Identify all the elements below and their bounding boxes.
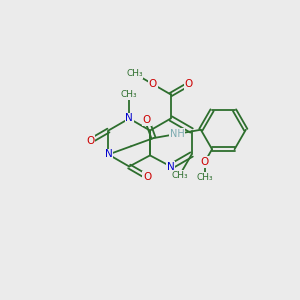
Text: O: O [200, 157, 209, 167]
Text: O: O [143, 115, 151, 125]
Text: N: N [125, 113, 133, 124]
Text: O: O [148, 79, 157, 89]
Text: CH₃: CH₃ [126, 69, 143, 78]
Text: CH₃: CH₃ [196, 173, 213, 182]
Text: N: N [167, 161, 175, 172]
Text: NH: NH [170, 129, 184, 139]
Text: O: O [185, 79, 193, 89]
Text: N: N [105, 149, 112, 160]
Text: CH₃: CH₃ [121, 90, 137, 99]
Text: CH₃: CH₃ [171, 171, 188, 180]
Text: O: O [86, 136, 94, 146]
Text: O: O [143, 172, 152, 182]
